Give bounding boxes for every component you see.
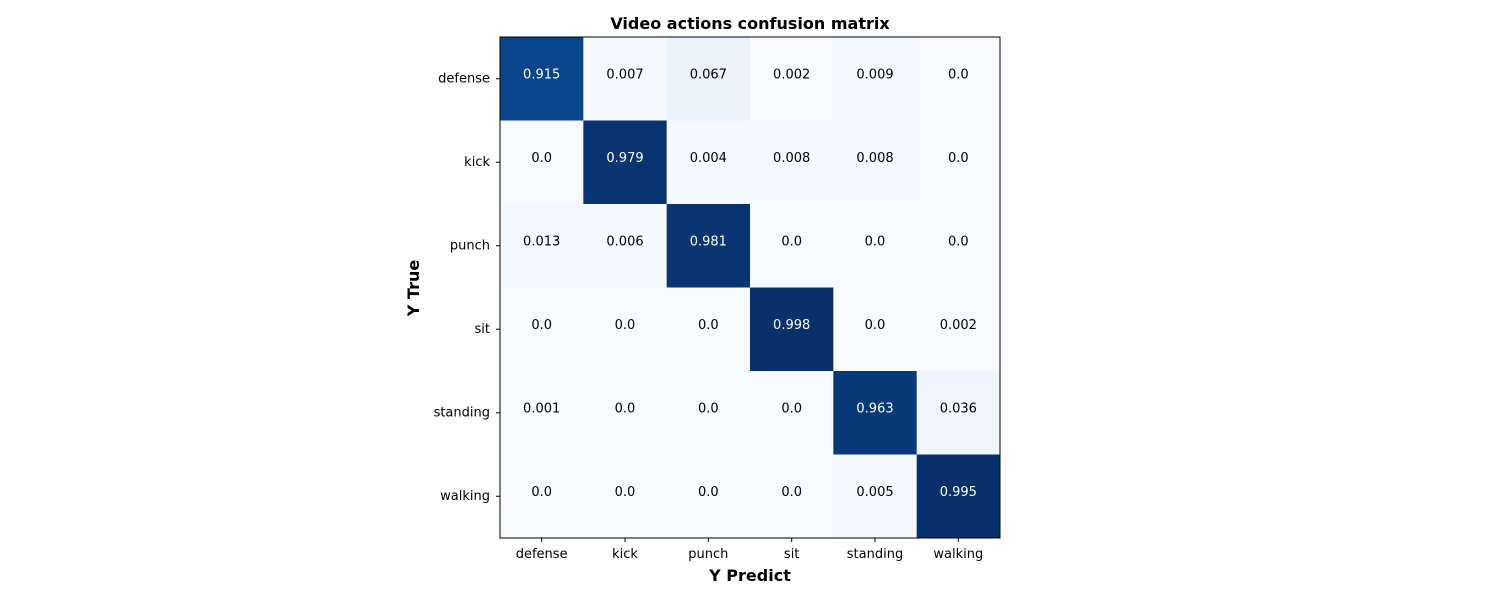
cell-value-label: 0.002 bbox=[940, 318, 977, 333]
heatmap-cell bbox=[583, 454, 668, 539]
cell-value-label: 0.0 bbox=[865, 234, 886, 249]
y-tick-label: kick bbox=[464, 155, 490, 170]
heatmap-cell bbox=[666, 120, 751, 205]
y-tick-label: walking bbox=[440, 489, 490, 504]
y-tick-label: defense bbox=[438, 71, 490, 86]
heatmap-cell bbox=[750, 120, 834, 205]
cell-value-label: 0.0 bbox=[531, 151, 552, 166]
heatmap-cell bbox=[833, 454, 918, 539]
heatmap-cell bbox=[583, 204, 668, 288]
cell-value-label: 0.0 bbox=[698, 401, 719, 416]
cell-value-label: 0.998 bbox=[773, 318, 810, 333]
heatmap-cell bbox=[583, 287, 668, 372]
cell-value-label: 0.005 bbox=[856, 485, 893, 500]
heatmap-cell bbox=[500, 204, 584, 288]
y-axis-ticks: defense kick punch sit standing walking bbox=[434, 71, 500, 504]
heatmap-cell bbox=[666, 204, 751, 288]
cell-value-label: 0.0 bbox=[531, 318, 552, 333]
cell-value-label: 0.981 bbox=[690, 234, 727, 249]
x-axis-ticks: defense kick punch sit standing walking bbox=[516, 538, 983, 562]
x-tick-label: walking bbox=[933, 547, 983, 562]
y-axis-label: Y True bbox=[404, 260, 423, 318]
heatmap-cell bbox=[583, 120, 668, 205]
x-tick-label: standing bbox=[847, 547, 903, 562]
heatmap-cell bbox=[916, 287, 1001, 372]
cell-value-label: 0.963 bbox=[856, 401, 893, 416]
heatmap-cell bbox=[666, 287, 751, 372]
heatmap-cell bbox=[916, 204, 1001, 288]
heatmap-cell bbox=[916, 371, 1001, 455]
heatmap-cell bbox=[666, 37, 751, 121]
cell-value-label: 0.009 bbox=[856, 67, 893, 82]
cell-value-label: 0.0 bbox=[615, 401, 636, 416]
heatmap-cell bbox=[833, 204, 918, 288]
cell-value-label: 0.0 bbox=[948, 67, 969, 82]
cell-value-label: 0.002 bbox=[773, 67, 810, 82]
cell-value-label: 0.013 bbox=[523, 234, 560, 249]
cell-value-label: 0.0 bbox=[781, 485, 802, 500]
heatmap-cell bbox=[750, 204, 834, 288]
heatmap-cell bbox=[500, 120, 584, 205]
heatmap-cell bbox=[500, 287, 584, 372]
cell-value-label: 0.0 bbox=[531, 485, 552, 500]
cell-value-label: 0.004 bbox=[690, 151, 727, 166]
x-axis-label: Y Predict bbox=[708, 566, 791, 585]
y-tick-label: sit bbox=[475, 322, 490, 337]
x-tick-label: defense bbox=[516, 547, 568, 562]
cell-value-label: 0.0 bbox=[698, 318, 719, 333]
heatmap-cell bbox=[833, 287, 918, 372]
x-tick-label: kick bbox=[612, 547, 638, 562]
cell-value-label: 0.036 bbox=[940, 401, 977, 416]
cell-value-label: 0.995 bbox=[940, 485, 977, 500]
heatmap-cell bbox=[666, 454, 751, 539]
heatmap-cell bbox=[750, 287, 834, 372]
cell-value-label: 0.0 bbox=[948, 151, 969, 166]
plot-frame bbox=[499, 36, 1001, 539]
y-tick-label: standing bbox=[434, 405, 490, 420]
heatmap-cell bbox=[916, 454, 1001, 539]
heatmap-cell bbox=[750, 37, 834, 121]
y-tick-label: punch bbox=[450, 238, 490, 253]
cell-value-label: 0.0 bbox=[948, 234, 969, 249]
heatmap-cell bbox=[833, 120, 918, 205]
heatmap-cell bbox=[583, 371, 668, 455]
cell-value-label: 0.0 bbox=[615, 318, 636, 333]
cell-value-label: 0.0 bbox=[781, 401, 802, 416]
cell-value-label: 0.0 bbox=[781, 234, 802, 249]
heatmap-cell bbox=[666, 371, 751, 455]
x-tick-label: punch bbox=[688, 547, 728, 562]
heatmap-cell bbox=[916, 37, 1001, 121]
cell-value-label: 0.0 bbox=[698, 485, 719, 500]
cell-value-label: 0.007 bbox=[606, 67, 643, 82]
cell-value-label: 0.001 bbox=[523, 401, 560, 416]
heatmap-cell bbox=[750, 454, 834, 539]
heatmap-cell bbox=[916, 120, 1001, 205]
cell-value-label: 0.006 bbox=[606, 234, 643, 249]
x-tick-label: sit bbox=[784, 547, 799, 562]
cell-value-label: 0.008 bbox=[856, 151, 893, 166]
heatmap-cells: 0.915 0.007 0.067 0.002 0.009 0.00.0 0.979 0.00… bbox=[500, 37, 1001, 539]
cell-value-label: 0.008 bbox=[773, 151, 810, 166]
heatmap-cell bbox=[833, 371, 918, 455]
cell-value-label: 0.067 bbox=[690, 67, 727, 82]
heatmap-cell bbox=[750, 371, 834, 455]
cell-value-label: 0.915 bbox=[523, 67, 560, 82]
heatmap-cell bbox=[500, 37, 584, 121]
cell-value-label: 0.0 bbox=[865, 318, 886, 333]
heatmap-cell bbox=[500, 454, 584, 539]
cell-value-label: 0.0 bbox=[615, 485, 636, 500]
chart-title: Video actions confusion matrix bbox=[610, 14, 890, 33]
heatmap-cell bbox=[500, 371, 584, 455]
cell-value-label: 0.979 bbox=[606, 151, 643, 166]
heatmap-cell bbox=[833, 37, 918, 121]
heatmap-cell bbox=[583, 37, 668, 121]
